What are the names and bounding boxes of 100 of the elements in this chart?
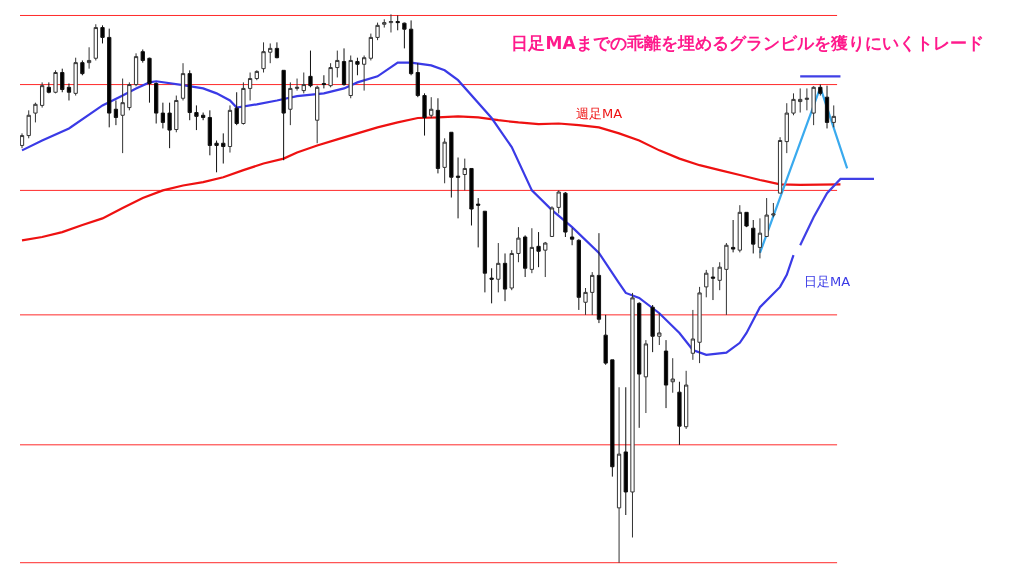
candlestick — [650, 304, 655, 353]
candlestick — [53, 69, 58, 94]
candlestick — [717, 261, 722, 291]
candlestick — [46, 81, 51, 94]
candlestick — [603, 314, 608, 366]
candlestick — [20, 132, 25, 149]
candlestick — [241, 81, 246, 126]
candlestick — [395, 14, 400, 31]
candlestick — [751, 219, 756, 254]
candlestick — [315, 85, 320, 144]
candlestick — [556, 189, 561, 214]
candlestick — [543, 241, 548, 278]
candlestick — [160, 102, 166, 129]
series-label: 週足MA — [576, 106, 623, 121]
candlestick — [818, 84, 823, 97]
candlestick — [375, 22, 380, 41]
candlestick — [60, 68, 65, 93]
candlestick — [382, 18, 387, 29]
candlestick — [254, 69, 259, 81]
candlestick — [462, 158, 467, 191]
candlestick — [274, 41, 280, 59]
candlestick — [227, 104, 233, 154]
candlestick — [643, 339, 649, 414]
candlestick — [630, 292, 635, 538]
candlestick — [623, 386, 628, 516]
candlestick — [509, 249, 514, 291]
candlestick — [429, 96, 434, 119]
candlestick — [187, 69, 192, 121]
candlestick — [804, 87, 810, 111]
candlestick — [194, 104, 199, 131]
candlestick — [616, 386, 622, 564]
candlestick — [147, 57, 152, 104]
candlestick — [798, 87, 803, 114]
candlestick — [764, 197, 769, 238]
candlestick — [704, 269, 709, 298]
candlestick — [422, 92, 427, 137]
candlestick — [455, 157, 461, 219]
candlestick — [610, 359, 615, 478]
candlestick — [469, 167, 474, 226]
candlestick — [596, 232, 602, 324]
candlestick — [93, 23, 98, 61]
candlestick — [247, 72, 253, 101]
candlestick — [791, 92, 796, 116]
candlestick — [294, 78, 300, 92]
candlestick — [328, 62, 333, 88]
candlestick — [690, 309, 695, 361]
candlestick — [516, 226, 521, 263]
candlestick — [744, 211, 749, 228]
candlestick — [435, 97, 441, 174]
candlestick — [657, 312, 662, 346]
candlestick — [140, 48, 145, 64]
candlestick — [100, 24, 105, 44]
candlestick — [576, 238, 581, 311]
candlestick — [368, 33, 373, 61]
candlestick — [234, 91, 239, 126]
candlestick — [563, 191, 568, 238]
candlestick — [476, 197, 481, 248]
candlestick — [811, 85, 816, 126]
candlestick — [777, 136, 783, 194]
candlestick — [502, 252, 508, 302]
candlestick — [355, 57, 360, 76]
series-label: 日足MA — [804, 274, 851, 289]
candlestick — [221, 132, 226, 165]
candlestick — [663, 339, 669, 409]
candlestick — [415, 62, 420, 98]
candlestick — [757, 217, 763, 259]
candlestick — [569, 227, 575, 246]
text: 日足MAまでの乖離を埋めるグランビルを獲りにいくトレード — [511, 33, 984, 54]
candlestick — [637, 301, 642, 429]
candlestick — [408, 19, 414, 76]
candlestick — [583, 287, 588, 316]
candlestick — [335, 50, 340, 78]
candlestick — [388, 13, 394, 33]
candlestick — [529, 227, 534, 274]
candlestick — [549, 205, 555, 238]
candlestick — [133, 52, 139, 87]
candlestick — [301, 72, 306, 94]
candlestick — [180, 62, 186, 101]
candlestick — [697, 286, 702, 364]
candlestick — [127, 81, 132, 111]
candlestick — [80, 59, 85, 76]
candlestick — [784, 102, 789, 154]
candlestick — [26, 109, 31, 139]
candlestick — [174, 95, 179, 133]
candlestick — [288, 81, 293, 126]
candlestick — [39, 81, 45, 109]
candlestick — [73, 57, 78, 97]
candlestick — [677, 381, 682, 446]
candlestick — [201, 112, 206, 121]
candlestick — [489, 267, 494, 304]
candlestick — [482, 210, 488, 293]
candlestick — [321, 74, 327, 89]
candlestick — [449, 131, 454, 199]
candlestick — [261, 41, 266, 74]
candlestick — [536, 231, 541, 268]
candlestick — [214, 140, 219, 173]
candlestick — [308, 50, 313, 88]
candlestick — [268, 42, 273, 64]
candlestick — [86, 46, 92, 70]
candlestick — [442, 137, 447, 184]
